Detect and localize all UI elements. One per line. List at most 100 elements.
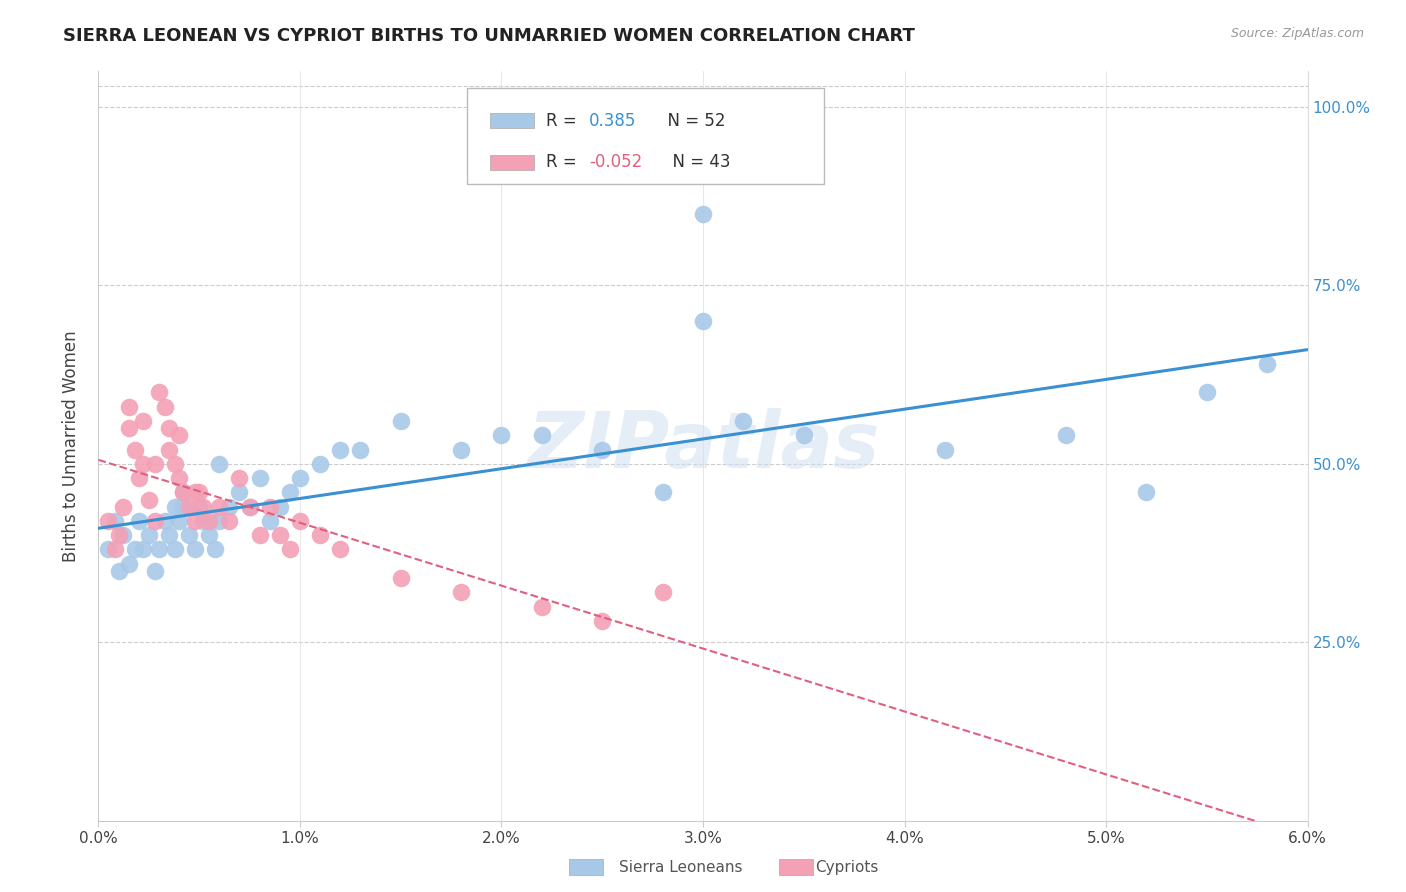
- Point: [167, 471, 190, 485]
- Point: [124, 442, 146, 457]
- Point: [329, 542, 352, 557]
- Point: [128, 514, 150, 528]
- Point: [692, 207, 714, 221]
- Point: [269, 500, 291, 514]
- Point: [153, 514, 176, 528]
- Point: [184, 542, 207, 557]
- Point: [184, 514, 207, 528]
- Text: Source: ZipAtlas.com: Source: ZipAtlas.com: [1230, 27, 1364, 40]
- Point: [934, 442, 956, 457]
- Bar: [491, 155, 534, 169]
- FancyBboxPatch shape: [467, 87, 824, 184]
- Point: [179, 500, 201, 514]
- Text: -0.052: -0.052: [589, 153, 643, 171]
- Text: N = 52: N = 52: [657, 112, 725, 129]
- Point: [188, 500, 211, 514]
- Point: [148, 542, 170, 557]
- Point: [132, 542, 155, 557]
- Point: [288, 471, 311, 485]
- Point: [167, 514, 190, 528]
- Text: 0.385: 0.385: [589, 112, 637, 129]
- Point: [172, 485, 194, 500]
- Point: [1135, 485, 1157, 500]
- Point: [138, 492, 160, 507]
- Point: [651, 485, 673, 500]
- Point: [249, 528, 271, 542]
- Text: R =: R =: [546, 153, 582, 171]
- Point: [259, 514, 281, 528]
- Point: [530, 428, 553, 442]
- Point: [278, 542, 301, 557]
- Point: [218, 500, 240, 514]
- Point: [208, 500, 231, 514]
- Point: [157, 528, 180, 542]
- Point: [167, 428, 190, 442]
- Point: [97, 514, 120, 528]
- Point: [184, 485, 207, 500]
- Point: [163, 542, 186, 557]
- Point: [153, 400, 176, 414]
- Point: [793, 428, 815, 442]
- Point: [198, 528, 221, 542]
- Point: [733, 414, 755, 428]
- Point: [103, 542, 125, 557]
- Text: Cypriots: Cypriots: [815, 860, 879, 874]
- Point: [97, 542, 120, 557]
- Point: [530, 599, 553, 614]
- Text: N = 43: N = 43: [662, 153, 730, 171]
- Point: [157, 421, 180, 435]
- Point: [124, 542, 146, 557]
- Point: [228, 471, 250, 485]
- Point: [591, 442, 613, 457]
- Point: [172, 500, 194, 514]
- Point: [132, 457, 155, 471]
- Point: [1054, 428, 1077, 442]
- Point: [132, 414, 155, 428]
- Point: [208, 457, 231, 471]
- Point: [239, 500, 262, 514]
- Point: [1256, 357, 1278, 371]
- Bar: [491, 113, 534, 128]
- Point: [389, 571, 412, 585]
- Point: [278, 485, 301, 500]
- Point: [163, 500, 186, 514]
- Point: [204, 542, 226, 557]
- Text: ZIPatlas: ZIPatlas: [527, 408, 879, 484]
- Point: [118, 400, 141, 414]
- Y-axis label: Births to Unmarried Women: Births to Unmarried Women: [62, 330, 80, 562]
- Point: [349, 442, 371, 457]
- Point: [329, 442, 352, 457]
- Point: [249, 471, 271, 485]
- Point: [450, 585, 472, 599]
- Point: [118, 557, 141, 571]
- Point: [107, 564, 129, 578]
- Point: [239, 500, 262, 514]
- Point: [450, 442, 472, 457]
- Point: [651, 585, 673, 599]
- Point: [491, 428, 513, 442]
- Point: [148, 385, 170, 400]
- Point: [309, 457, 332, 471]
- Point: [198, 514, 221, 528]
- Text: R =: R =: [546, 112, 582, 129]
- Point: [188, 485, 211, 500]
- Point: [143, 457, 166, 471]
- Point: [111, 500, 134, 514]
- Point: [143, 514, 166, 528]
- Point: [179, 528, 201, 542]
- Point: [692, 314, 714, 328]
- Point: [118, 421, 141, 435]
- Text: Sierra Leoneans: Sierra Leoneans: [619, 860, 742, 874]
- Point: [228, 485, 250, 500]
- Point: [172, 485, 194, 500]
- Point: [157, 442, 180, 457]
- Point: [259, 500, 281, 514]
- Point: [288, 514, 311, 528]
- Point: [193, 500, 215, 514]
- Point: [103, 514, 125, 528]
- Point: [107, 528, 129, 542]
- Point: [111, 528, 134, 542]
- Text: SIERRA LEONEAN VS CYPRIOT BIRTHS TO UNMARRIED WOMEN CORRELATION CHART: SIERRA LEONEAN VS CYPRIOT BIRTHS TO UNMA…: [63, 27, 915, 45]
- Point: [389, 414, 412, 428]
- Point: [218, 514, 240, 528]
